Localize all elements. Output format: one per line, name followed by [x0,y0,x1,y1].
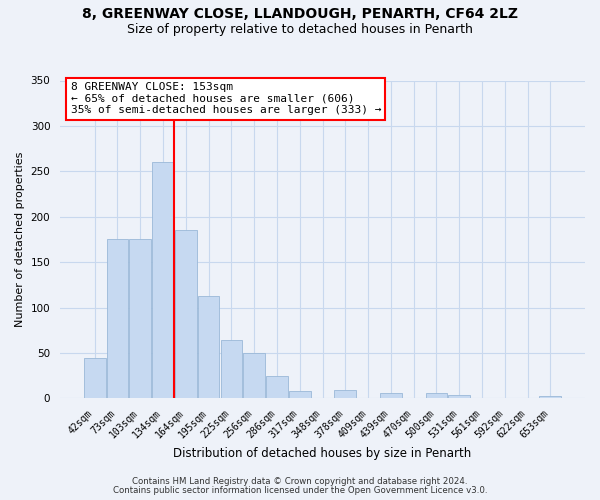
Y-axis label: Number of detached properties: Number of detached properties [15,152,25,327]
Text: Contains HM Land Registry data © Crown copyright and database right 2024.: Contains HM Land Registry data © Crown c… [132,477,468,486]
Bar [84,358,106,399]
Text: Size of property relative to detached houses in Penarth: Size of property relative to detached ho… [127,22,473,36]
Bar [266,376,288,398]
Text: Contains public sector information licensed under the Open Government Licence v3: Contains public sector information licen… [113,486,487,495]
Text: 8, GREENWAY CLOSE, LLANDOUGH, PENARTH, CF64 2LZ: 8, GREENWAY CLOSE, LLANDOUGH, PENARTH, C… [82,8,518,22]
Bar [448,394,470,398]
Text: 8 GREENWAY CLOSE: 153sqm
← 65% of detached houses are smaller (606)
35% of semi-: 8 GREENWAY CLOSE: 153sqm ← 65% of detach… [71,82,381,116]
Bar [425,393,447,398]
Bar [198,296,220,399]
Bar [539,396,561,398]
Bar [130,240,151,398]
Bar [289,391,311,398]
Bar [152,162,174,398]
Bar [334,390,356,398]
Bar [380,393,401,398]
X-axis label: Distribution of detached houses by size in Penarth: Distribution of detached houses by size … [173,447,472,460]
Bar [107,240,128,398]
Bar [244,353,265,399]
Bar [221,340,242,398]
Bar [175,230,197,398]
